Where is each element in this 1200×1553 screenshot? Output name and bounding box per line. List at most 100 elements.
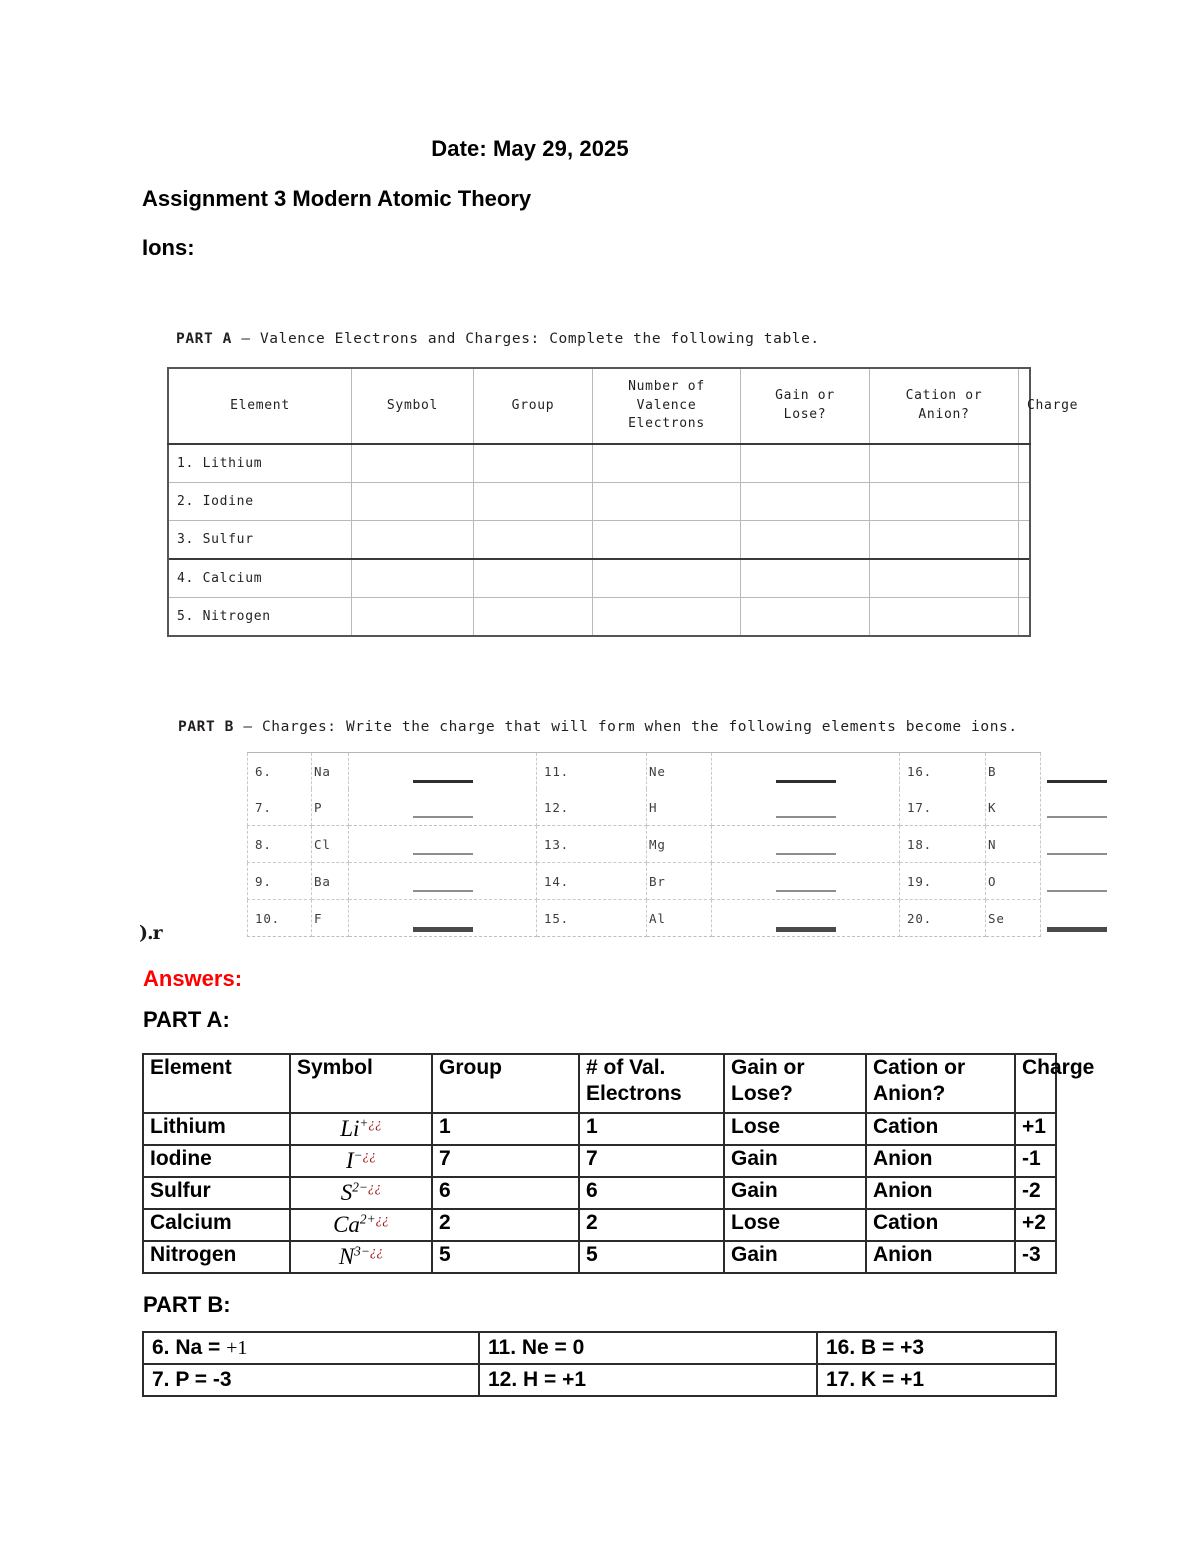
ws-b-answer-blank[interactable] [711, 862, 900, 900]
ws-b-answer-blank[interactable] [711, 899, 900, 937]
ans-a-header-symbol: Symbol [289, 1053, 433, 1114]
ws-a-blank-cell[interactable] [351, 443, 474, 483]
ws-a-blank-cell[interactable] [740, 520, 870, 560]
ws-a-header-valence-l1: Number of [628, 378, 705, 394]
ws-a-blank-cell[interactable] [592, 558, 741, 598]
ans-a-valence: 7 [578, 1144, 725, 1178]
ws-b-answer-blank[interactable] [348, 825, 537, 863]
ws-a-blank-cell[interactable] [351, 558, 474, 598]
ws-a-row-label: 3. Sulfur [167, 520, 352, 560]
ws-a-header-charge: Charge [1018, 367, 1078, 445]
ans-a-gainlose: Gain [723, 1240, 867, 1274]
ws-b-item-symbol: Se [985, 899, 1041, 937]
ws-a-blank-cell[interactable] [592, 443, 741, 483]
ws-a-blank-cell[interactable] [740, 443, 870, 483]
ans-a-symbol-base: N [338, 1244, 355, 1270]
ans-a-group: 6 [431, 1176, 580, 1210]
ws-a-blank-cell[interactable] [1018, 482, 1031, 521]
answer-rule-line [775, 890, 836, 892]
ws-a-header-valence-l2: Valence [636, 397, 697, 413]
ws-a-blank-cell[interactable] [869, 597, 1019, 637]
ws-b-item-number: 11. [536, 752, 647, 789]
ans-a-symbol-base: Li [340, 1116, 360, 1142]
answer-rule-line [1047, 890, 1107, 892]
worksheet-part-a-row: 4. Calcium [167, 558, 1031, 598]
ans-a-valence: 6 [578, 1176, 725, 1210]
ws-a-blank-cell[interactable] [473, 520, 593, 560]
ws-a-blank-cell[interactable] [592, 482, 741, 521]
ws-b-answer-blank[interactable] [348, 752, 537, 789]
ws-b-item-symbol: H [646, 789, 712, 826]
worksheet-part-a-header-row: Element Symbol Group Number of Valence E… [167, 367, 1078, 445]
answer-rule-line [1047, 853, 1107, 855]
ws-b-item-symbol: F [311, 899, 349, 937]
ws-b-answer-blank[interactable] [348, 862, 537, 900]
ans-b-label: 7. P = -3 [152, 1368, 232, 1391]
ans-a-symbol-sup: − [353, 1147, 363, 1163]
ans-a-symbol-artifact: ¿¿ [367, 1179, 382, 1195]
ans-b-value: +1 [226, 1337, 248, 1359]
answers-part-a-table: Element Symbol Group # of Val. Electrons… [142, 1053, 1094, 1274]
ans-a-charge: -2 [1014, 1176, 1057, 1210]
ws-a-blank-cell[interactable] [473, 482, 593, 521]
answer-rule-line [775, 779, 836, 783]
ws-b-answer-blank[interactable] [348, 899, 537, 937]
ans-a-element: Nitrogen [142, 1240, 291, 1274]
worksheet-part-b-row: 6. Na 11. Ne 16. B [247, 752, 1107, 789]
ws-a-blank-cell[interactable] [351, 520, 474, 560]
ws-a-blank-cell[interactable] [592, 520, 741, 560]
ans-a-header-gainlose: Gain or Lose? [723, 1053, 867, 1114]
answer-rule-line [412, 853, 473, 855]
ans-a-gainlose: Lose [723, 1208, 867, 1242]
ans-a-symbol: S2−¿¿ [289, 1176, 433, 1210]
ws-a-blank-cell[interactable] [1018, 520, 1031, 560]
ws-b-item-symbol: K [985, 789, 1041, 826]
ans-a-symbol-base: Ca [333, 1212, 360, 1238]
ws-a-row-label: 1. Lithium [167, 443, 352, 483]
ws-a-blank-cell[interactable] [351, 482, 474, 521]
ws-b-answer-blank[interactable] [711, 825, 900, 863]
ans-a-cationanion: Anion [865, 1240, 1016, 1274]
ws-a-header-gainlose: Gain or Lose? [740, 367, 870, 445]
ans-a-charge: -1 [1014, 1144, 1057, 1178]
ws-a-row-label: 5. Nitrogen [167, 597, 352, 637]
worksheet-part-b-row: 8. Cl 13. Mg 18. N [247, 825, 1107, 863]
ws-a-blank-cell[interactable] [473, 597, 593, 637]
worksheet-part-a-caption-bold: PART A [176, 331, 232, 347]
ws-b-answer-blank[interactable] [711, 752, 900, 789]
ws-a-blank-cell[interactable] [869, 558, 1019, 598]
ws-a-blank-cell[interactable] [869, 482, 1019, 521]
ans-a-header-group: Group [431, 1053, 580, 1114]
ws-a-blank-cell[interactable] [740, 482, 870, 521]
ans-a-header-gainlose-l2: Lose? [731, 1081, 793, 1105]
ws-b-answer-blank[interactable] [348, 789, 537, 826]
ws-b-item-number: 10. [247, 899, 312, 937]
ws-a-blank-cell[interactable] [473, 443, 593, 483]
ws-a-blank-cell[interactable] [869, 520, 1019, 560]
ans-a-cationanion: Cation [865, 1208, 1016, 1242]
ws-a-blank-cell[interactable] [869, 443, 1019, 483]
ws-b-item-symbol: Mg [646, 825, 712, 863]
ws-b-item-symbol: P [311, 789, 349, 826]
ans-a-cationanion: Anion [865, 1144, 1016, 1178]
ws-a-header-group: Group [473, 367, 593, 445]
ws-a-blank-cell[interactable] [351, 597, 474, 637]
ws-b-answer-blank[interactable] [711, 789, 900, 826]
ws-a-blank-cell[interactable] [1018, 558, 1031, 598]
ws-b-item-number: 19. [899, 862, 986, 900]
ans-a-gainlose: Lose [723, 1112, 867, 1146]
ans-a-header-valence-l2: Electrons [586, 1081, 682, 1105]
ws-a-blank-cell[interactable] [740, 597, 870, 637]
document-heading-block: Date: May 29, 2025 Assignment 3 Modern A… [142, 134, 1058, 263]
ws-a-blank-cell[interactable] [1018, 443, 1031, 483]
ws-a-blank-cell[interactable] [740, 558, 870, 598]
ws-a-header-symbol: Symbol [351, 367, 474, 445]
table-row: Iodine I−¿¿ 7 7 Gain Anion -1 [142, 1144, 1057, 1178]
ws-a-blank-cell[interactable] [1018, 597, 1031, 637]
worksheet-part-a-row: 2. Iodine [167, 482, 1031, 521]
ws-b-item-number: 13. [536, 825, 647, 863]
table-row: 6. Na = +1 11. Ne = 0 16. B = +3 [142, 1331, 1057, 1365]
ws-a-blank-cell[interactable] [473, 558, 593, 598]
worksheet-part-b-row: 7. P 12. H 17. K [247, 789, 1107, 826]
ws-a-blank-cell[interactable] [592, 597, 741, 637]
